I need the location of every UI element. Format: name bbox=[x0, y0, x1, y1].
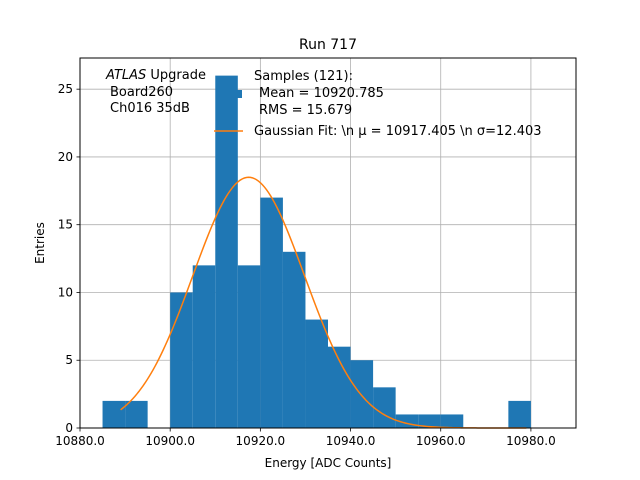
legend-fit-label: Gaussian Fit: \n μ = 10917.405 \n σ=12.4… bbox=[254, 124, 542, 139]
histogram-bar bbox=[418, 414, 441, 428]
atlas-annotation: ATLAS Upgrade Board260 Ch016 35dB bbox=[105, 68, 206, 116]
x-tick-label: 10920.0 bbox=[236, 434, 286, 448]
plot-frame bbox=[79, 57, 577, 429]
legend-samples-rms: RMS = 15.679 bbox=[259, 103, 352, 118]
legend-samples-mean: Mean = 10920.785 bbox=[259, 86, 384, 101]
x-tick-label: 10880.0 bbox=[55, 434, 105, 448]
histogram-bar bbox=[125, 400, 148, 428]
histogram-bar bbox=[170, 292, 193, 428]
histogram-bar bbox=[440, 414, 464, 428]
board-label: Board260 bbox=[110, 85, 173, 100]
histogram-bars bbox=[102, 75, 531, 428]
atlas-label-italic: ATLAS bbox=[105, 68, 146, 83]
x-tick-label: 10960.0 bbox=[416, 434, 466, 448]
channel-label: Ch016 35dB bbox=[110, 101, 190, 116]
histogram-bar bbox=[373, 387, 396, 428]
x-tick-label: 10980.0 bbox=[506, 434, 556, 448]
legend: Samples (121): Mean = 10920.785 RMS = 15… bbox=[214, 69, 542, 139]
histogram-bar bbox=[192, 265, 216, 428]
y-axis-title: Entries bbox=[33, 222, 47, 264]
chart-title: Run 717 bbox=[299, 37, 357, 53]
atlas-label-upgrade: Upgrade bbox=[146, 68, 206, 83]
y-tick-label: 25 bbox=[58, 82, 73, 96]
histogram-bar bbox=[237, 265, 261, 428]
histogram-bar bbox=[305, 319, 328, 428]
y-tick-label: 10 bbox=[58, 285, 73, 299]
legend-histogram-swatch bbox=[236, 90, 242, 98]
histogram-bar bbox=[260, 197, 283, 428]
atlas-label-line1: ATLAS Upgrade bbox=[105, 68, 206, 83]
axis-ticks: 10880.0 10900.0 10920.0 10940.0 10960.0 10980… bbox=[55, 82, 556, 448]
y-tick-label: 5 bbox=[65, 353, 73, 367]
histogram-bar bbox=[102, 400, 126, 428]
x-tick-label: 10900.0 bbox=[145, 434, 195, 448]
legend-samples-count: Samples (121): bbox=[254, 69, 353, 84]
x-axis-title: Energy [ADC Counts] bbox=[265, 456, 392, 470]
histogram-bar bbox=[328, 346, 351, 428]
y-tick-label: 0 bbox=[65, 421, 73, 435]
histogram-bar bbox=[215, 75, 238, 428]
x-tick-label: 10940.0 bbox=[326, 434, 376, 448]
histogram-bar bbox=[282, 251, 306, 428]
histogram-bar bbox=[508, 400, 531, 428]
y-tick-label: 15 bbox=[58, 218, 73, 232]
histogram-bar bbox=[350, 360, 374, 428]
y-tick-label: 20 bbox=[58, 150, 73, 164]
